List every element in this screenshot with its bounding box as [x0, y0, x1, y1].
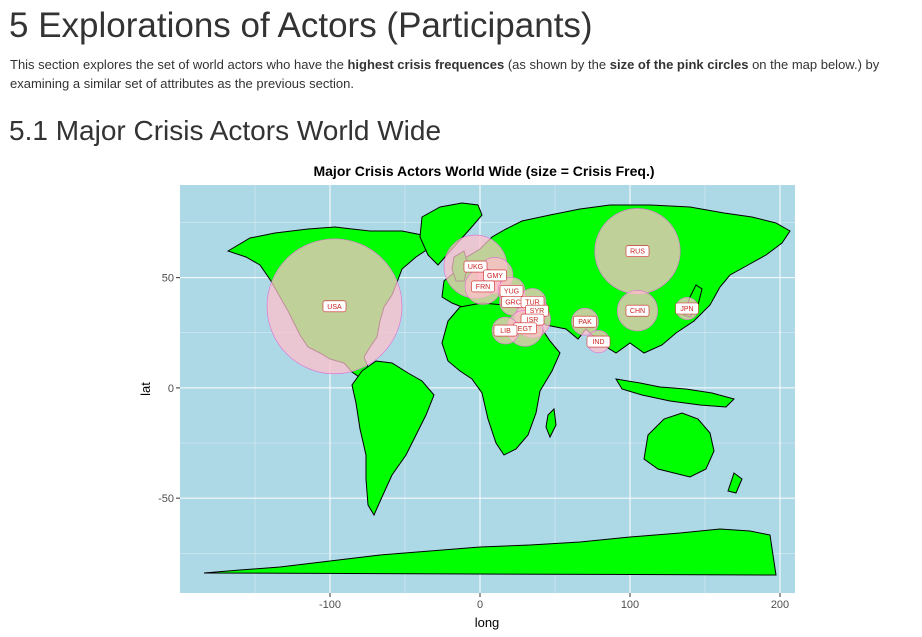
- actor-label: UKG: [468, 264, 483, 271]
- section-heading: 5.1 Major Crisis Actors World Wide: [9, 115, 442, 146]
- actor-label: GRC: [505, 299, 521, 306]
- y-tick-label: 0: [168, 383, 174, 395]
- actor-label-box: [471, 280, 495, 293]
- intro-text-3: on the map below.) by examining a simila…: [10, 57, 880, 91]
- intro-paragraph: This section explores the set of world a…: [10, 55, 915, 93]
- actor-label: TUR: [525, 299, 539, 306]
- land-new-zealand: [727, 472, 743, 494]
- x-tick-label: -100: [319, 599, 341, 611]
- actor-label-box: [625, 245, 650, 257]
- actor-label: CHN: [630, 308, 645, 315]
- actor-label-box: [483, 269, 507, 282]
- actor-label: GMY: [487, 273, 503, 280]
- world-map-chart: Major Crisis Actors World Wide (size = C…: [138, 163, 795, 630]
- x-tick-label: 0: [477, 599, 483, 611]
- y-tick-label: -50: [158, 493, 174, 505]
- actor-label-box: [493, 324, 518, 337]
- y-axis-ticks: -50 0 50: [158, 273, 180, 505]
- actor-label-box: [322, 300, 347, 313]
- intro-bold-2: size of the pink circles: [609, 57, 749, 72]
- land-madagascar: [545, 407, 557, 439]
- actor-label: YUG: [504, 288, 519, 295]
- actor-labels: USA RUS UKG GMY FRN YUG GRC TUR SYR ISR EGT LIB PAK I…: [322, 245, 699, 348]
- actor-label-box: [463, 260, 488, 273]
- chart-title: Major Crisis Actors World Wide (size = C…: [313, 163, 654, 179]
- actor-label: USA: [327, 304, 342, 311]
- actor-label: LIB: [500, 328, 511, 335]
- actor-label-box: [586, 335, 611, 348]
- x-axis-ticks: -100 0 100 200: [319, 593, 789, 611]
- land-south-america: [351, 360, 435, 517]
- land-indonesia: [615, 378, 735, 408]
- actor-label: SYR: [530, 308, 544, 315]
- y-axis-label: lat: [138, 382, 153, 396]
- x-tick-label: 100: [621, 599, 639, 611]
- actor-label: PAK: [578, 319, 592, 326]
- y-tick-label: 50: [162, 273, 174, 285]
- land-greenland: [419, 202, 483, 266]
- actor-label: EGT: [518, 326, 533, 333]
- page-title: 5 Explorations of Actors (Participants): [9, 6, 593, 45]
- actor-label: JPN: [680, 306, 693, 313]
- actor-label-box: [625, 304, 650, 317]
- actor-label: FRN: [476, 284, 490, 291]
- actor-label: IND: [592, 339, 604, 346]
- land-australia: [643, 412, 715, 478]
- actor-label: ISR: [527, 317, 539, 324]
- x-axis-label: long: [475, 615, 500, 630]
- actor-label-box: [573, 315, 597, 328]
- intro-text-1: This section explores the set of world a…: [10, 57, 348, 72]
- actor-label-box: [675, 302, 699, 315]
- intro-text-2: (as shown by the: [504, 57, 610, 72]
- land-antarctica: [203, 528, 777, 576]
- x-tick-label: 200: [771, 599, 789, 611]
- intro-bold-1: highest crisis frequences: [347, 57, 505, 72]
- actor-label: RUS: [630, 249, 645, 256]
